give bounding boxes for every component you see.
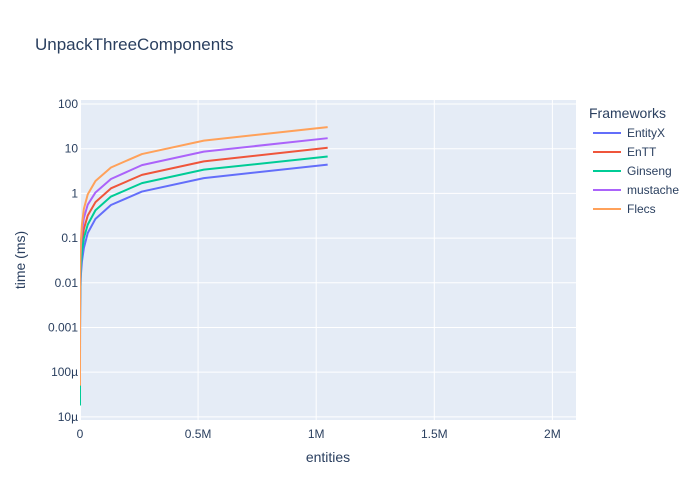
legend-item-mustache[interactable]: mustache [593,183,679,197]
y-tick-label: 100 [58,97,78,111]
legend-item-entityx[interactable]: EntityX [593,126,665,140]
legend-item-flecs[interactable]: Flecs [593,202,656,216]
y-tick-label: 0.001 [48,320,78,334]
x-tick-label: 1M [308,427,325,441]
chart-title: UnpackThreeComponents [35,35,233,54]
y-tick-label: 1 [71,186,78,200]
y-tick-label: 0.01 [55,276,79,290]
x-tick-label: 0 [77,427,84,441]
y-axis-title: time (ms) [12,231,28,289]
x-axis-title: entities [306,449,350,465]
x-tick-labels: 0 0.5M 1M 1.5M 2M [77,427,561,441]
y-tick-label: 10µ [58,410,78,424]
series-lines [80,126,328,406]
legend-label: Flecs [627,202,656,216]
gridlines [79,100,576,420]
legend-label: Ginseng [627,164,672,178]
legend[interactable]: Frameworks EntityX EnTT Ginseng mustache Fle… [589,105,679,216]
legend-title: Frameworks [589,105,666,121]
series-line-flecs [80,126,328,386]
y-tick-labels: 10µ 100µ 0.001 0.01 0.1 1 10 100 [48,97,78,424]
legend-label: mustache [627,183,679,197]
x-tick-label: 1.5M [421,427,448,441]
legend-label: EnTT [627,145,657,159]
y-tick-label: 100µ [51,365,78,379]
x-tick-label: 2M [544,427,561,441]
legend-item-ginseng[interactable]: Ginseng [593,164,672,178]
legend-item-entt[interactable]: EnTT [593,145,657,159]
y-tick-label: 10 [65,142,79,156]
legend-label: EntityX [627,126,665,140]
x-tick-label: 0.5M [185,427,212,441]
y-tick-label: 0.1 [61,231,78,245]
plot-area [80,100,576,420]
